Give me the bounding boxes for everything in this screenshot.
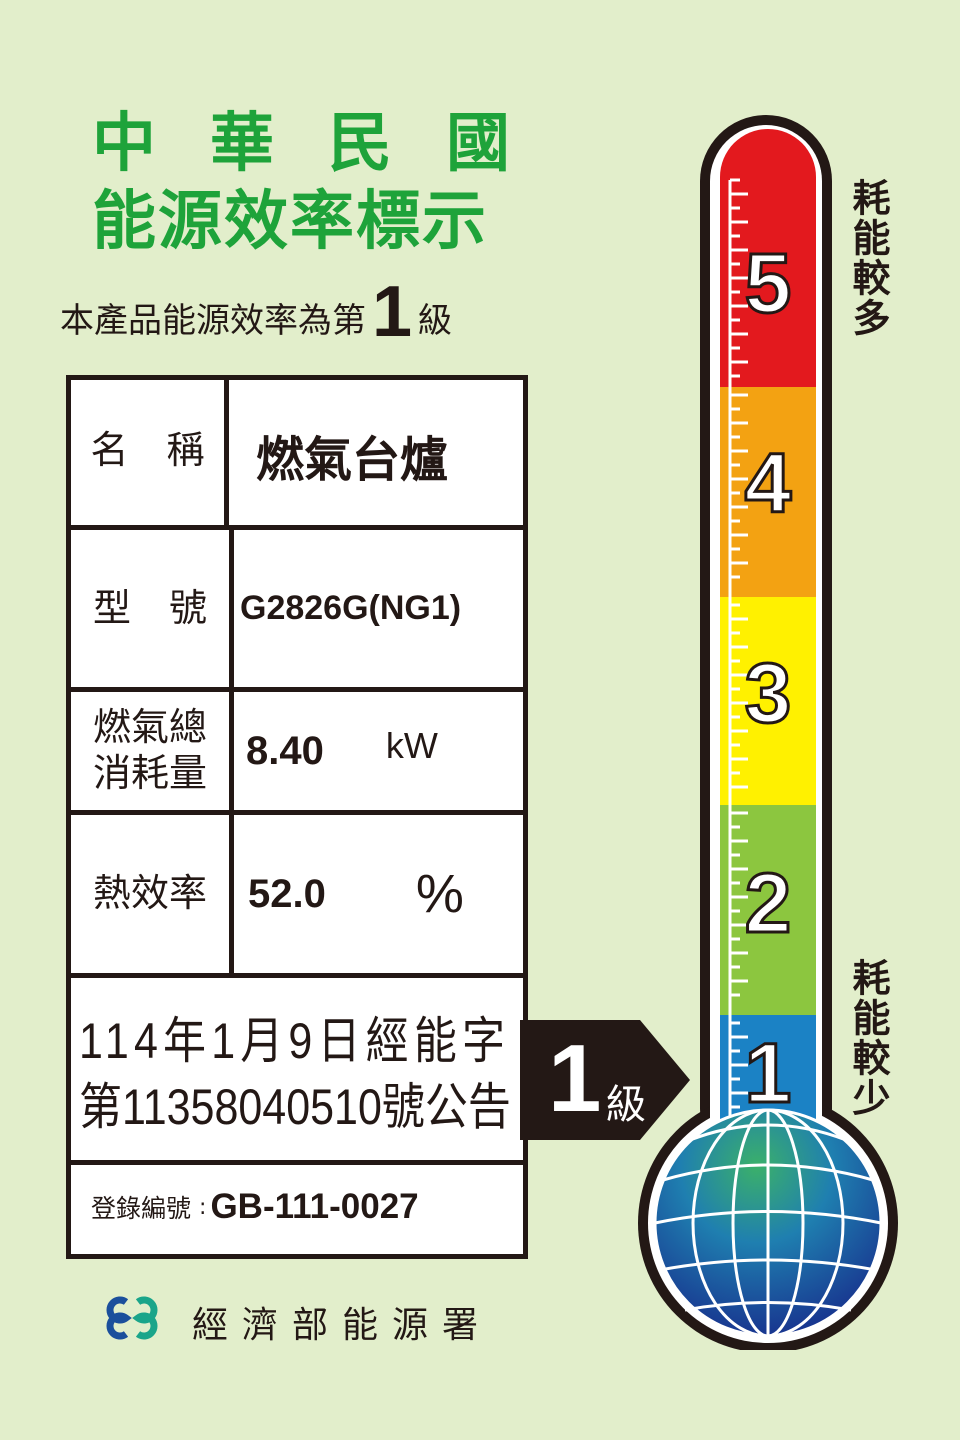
row-announcement: 114年1月9日經能字 第11358040510號公告 bbox=[71, 978, 523, 1165]
label-line2: 消耗量 bbox=[92, 751, 207, 795]
label-gas-consumption: 燃氣總 消耗量 bbox=[71, 692, 234, 810]
row-gas-consumption: 燃氣總 消耗量 8.40 kW bbox=[71, 692, 523, 815]
arrow-shape-icon bbox=[520, 1020, 690, 1140]
label-model: 型 號 bbox=[71, 530, 234, 687]
announcement: 114年1月9日經能字 第11358040510號公告 bbox=[79, 1008, 511, 1140]
value-model: G2826G(NG1) bbox=[240, 589, 462, 627]
label-name: 名 稱 bbox=[71, 380, 229, 525]
gas-value: 8.40 bbox=[246, 728, 324, 773]
value-gas-consumption: 8.40 kW bbox=[234, 692, 523, 810]
announcement-line1: 114年1月9日經能字 bbox=[79, 1013, 511, 1069]
grade-prefix: 本產品能源效率為第 bbox=[60, 301, 366, 341]
registration-value: GB-111-0027 bbox=[210, 1187, 419, 1226]
row-name: 名 稱 燃氣台爐 bbox=[71, 380, 523, 530]
row-thermal-efficiency: 熱效率 52.0 % bbox=[71, 815, 523, 978]
agency-name: 經濟部能源署 bbox=[192, 1305, 493, 1346]
registration-label: 登錄編號 bbox=[91, 1194, 192, 1223]
title-line2: 能源效率標示 bbox=[92, 185, 488, 259]
row-registration: 登錄編號 : GB-111-0027 bbox=[71, 1165, 523, 1254]
value-name: 燃氣台爐 bbox=[256, 432, 449, 488]
energy-administration-logo-icon bbox=[106, 1296, 158, 1340]
efficiency-unit: % bbox=[415, 864, 464, 924]
label-line1: 燃氣總 bbox=[92, 705, 207, 750]
globe-grid-icon bbox=[653, 1108, 883, 1338]
announcement-line2: 第11358040510號公告 bbox=[79, 1079, 511, 1135]
grade-statement: 本產品能源效率為第 1 級 bbox=[60, 272, 453, 352]
label-more-energy: 耗能較多 bbox=[846, 178, 890, 338]
registration: 登錄編號 : GB-111-0027 bbox=[91, 1187, 419, 1227]
value-thermal-efficiency: 52.0 % bbox=[234, 815, 523, 973]
title-line1: 中華民國 bbox=[92, 107, 564, 181]
gas-unit: kW bbox=[385, 725, 438, 766]
pointer-grade-value: 1 bbox=[548, 1025, 602, 1132]
thermometer bbox=[638, 115, 898, 1350]
info-table: 名 稱 燃氣台爐 型 號 G2826G(NG1) 燃氣總 消耗量 8.40 kW… bbox=[66, 375, 528, 1259]
grade-suffix: 級 bbox=[418, 301, 453, 341]
label-less-energy: 耗能較少 bbox=[846, 958, 890, 1118]
scale-number-1: 1 bbox=[743, 1025, 793, 1122]
scale-number-2: 2 bbox=[743, 855, 793, 952]
label-thermal-efficiency: 熱效率 bbox=[71, 815, 234, 973]
grade-pointer: 1 級 bbox=[520, 1020, 692, 1140]
scale-number-5: 5 bbox=[743, 235, 793, 332]
efficiency-value: 52.0 bbox=[248, 871, 326, 916]
pointer-grade-suffix: 級 bbox=[606, 1082, 646, 1128]
scale-segments bbox=[720, 129, 816, 1130]
row-model: 型 號 G2826G(NG1) bbox=[71, 530, 523, 692]
grade-value: 1 bbox=[372, 272, 413, 352]
registration-sep: : bbox=[199, 1194, 207, 1220]
scale-number-4: 4 bbox=[743, 435, 793, 532]
scale-number-3: 3 bbox=[743, 645, 793, 742]
